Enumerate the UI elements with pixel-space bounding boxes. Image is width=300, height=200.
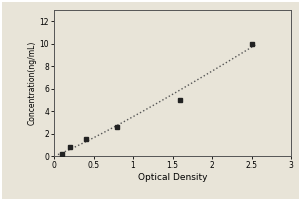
- Y-axis label: Concentration(ng/mL): Concentration(ng/mL): [28, 41, 37, 125]
- X-axis label: Optical Density: Optical Density: [138, 173, 207, 182]
